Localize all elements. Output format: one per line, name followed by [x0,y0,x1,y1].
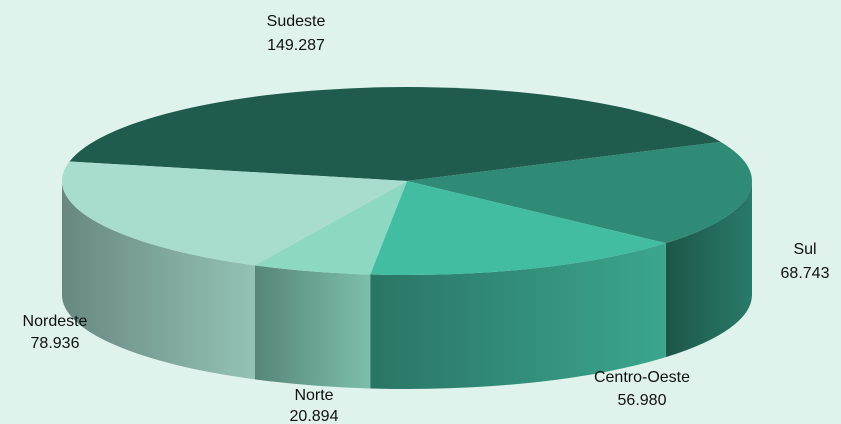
slice-value-sudeste: 149.287 [267,37,325,54]
slice-label-nordeste: Nordeste [23,313,88,330]
slice-value-centro-oeste: 56.980 [618,392,667,409]
pie-slice-nordeste [61,161,408,266]
pie-slice-sul [407,141,752,244]
slice-value-sul: 68.743 [781,265,830,282]
pie-side-sul [665,181,752,358]
slice-label-centro-oeste: Centro-Oeste [594,369,690,386]
pie-side-centro_oeste [370,243,666,389]
slice-label-sul: Sul [793,241,816,258]
slice-value-nordeste: 78.936 [31,335,80,352]
pie-slice-centro_oeste [370,181,666,275]
slice-label-norte: Norte [294,387,333,404]
slice-value-norte: 20.894 [290,408,339,424]
pie-side-nordeste [62,181,255,380]
pie-side-walls [62,181,752,389]
slice-label-sudeste: Sudeste [267,13,326,30]
pie-labels: Sudeste 149.287 Sul 68.743 Centro-Oeste … [23,13,830,424]
pie-top-faces [61,87,752,275]
pie-slice-sudeste [69,87,721,181]
pie-side-norte [254,265,371,389]
pie-slice-norte [254,181,407,275]
